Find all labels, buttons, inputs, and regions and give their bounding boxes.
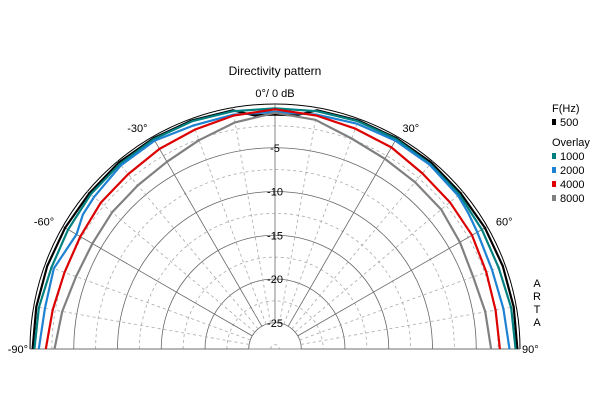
minor-spoke — [87, 191, 256, 333]
legend-swatch-2000 — [552, 167, 556, 173]
minor-spoke — [33, 306, 250, 345]
minor-spoke — [117, 161, 259, 330]
legend-swatch-500 — [552, 119, 556, 125]
watermark-letter: T — [534, 304, 541, 316]
minor-spoke — [232, 107, 271, 324]
minor-spoke — [300, 306, 517, 345]
minor-ring — [95, 169, 455, 350]
minor-spoke — [44, 264, 251, 341]
minor-spoke — [299, 264, 506, 341]
angle-tick-label: 60° — [496, 217, 513, 229]
radial-tick-label: -25 — [267, 318, 283, 330]
series-line-8000 — [53, 111, 493, 350]
radial-tick-label: -20 — [267, 274, 283, 286]
major-spoke — [62, 226, 253, 337]
legend-swatch-4000 — [552, 181, 556, 187]
axis-labels: Directivity pattern 0°/ 0 dB -5 -10 -15 -20… — [8, 64, 539, 356]
major-spoke — [287, 136, 398, 327]
minor-spoke — [294, 191, 463, 333]
watermark-letter: A — [533, 317, 541, 329]
angle-tick-label: 90° — [522, 344, 539, 356]
legend-label-1000: 1000 — [560, 151, 584, 163]
angle-tick-label: 30° — [403, 123, 420, 135]
radial-tick-label: -10 — [267, 187, 283, 199]
minor-spoke — [279, 107, 318, 324]
watermark-letter: R — [533, 291, 541, 303]
legend-overlay-header: Overlay — [552, 137, 590, 149]
polar-grid — [29, 103, 521, 350]
legend-label-4000: 4000 — [560, 179, 584, 191]
minor-spoke — [190, 118, 267, 325]
angle-tick-label: -60° — [34, 217, 54, 229]
legend-label-500: 500 — [560, 117, 578, 129]
top-axis-label: 0°/ 0 dB — [255, 88, 294, 100]
angle-tick-label: -90° — [8, 344, 28, 356]
minor-ring — [270, 344, 280, 350]
legend-label-2000: 2000 — [560, 165, 584, 177]
legend: F(Hz) Overlay 500 1000 2000 4000 8000 — [552, 103, 590, 205]
series-line-4000 — [44, 108, 501, 350]
chart-title: Directivity pattern — [229, 64, 322, 78]
minor-spoke — [291, 161, 433, 330]
legend-swatch-1000 — [552, 153, 556, 159]
angle-tick-label: -30° — [127, 123, 147, 135]
major-spoke — [152, 136, 263, 327]
watermark-letter: A — [533, 278, 541, 290]
radial-tick-label: -5 — [270, 143, 280, 155]
major-spoke — [297, 226, 488, 337]
legend-label-8000: 8000 — [560, 193, 584, 205]
series-layer — [31, 107, 519, 350]
minor-spoke — [283, 118, 360, 325]
legend-swatch-8000 — [552, 195, 556, 201]
legend-header: F(Hz) — [552, 103, 580, 115]
series-line-500 — [31, 109, 519, 350]
radial-tick-label: -15 — [267, 230, 283, 242]
